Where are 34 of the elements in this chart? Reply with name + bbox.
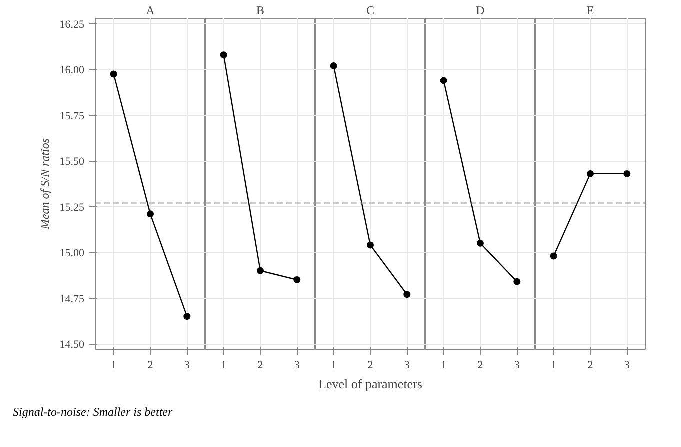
x-tick-label: 2 — [478, 360, 484, 372]
y-tick-label: 15.25 — [60, 202, 85, 214]
y-tick-label: 16.00 — [60, 64, 85, 77]
x-tick-label: 2 — [258, 360, 264, 372]
y-tick-label: 16.25 — [60, 18, 85, 31]
x-tick-label: 3 — [514, 360, 520, 372]
point — [184, 313, 191, 320]
x-tick-label: 2 — [368, 360, 374, 372]
x-tick-label: 3 — [184, 360, 190, 372]
chart-title: E — [586, 4, 594, 18]
x-tick-label: 1 — [551, 360, 557, 372]
y-tick-label: 14.50 — [60, 339, 85, 352]
x-tick-label: 2 — [588, 360, 594, 372]
chart-title: B — [256, 4, 265, 18]
text: Signal-to-noise: Smaller is better — [13, 404, 173, 421]
chart-title: D — [476, 4, 486, 18]
y-tick-label: 14.75 — [60, 293, 85, 306]
point — [110, 70, 118, 78]
y-tick-label: 15.00 — [60, 248, 85, 260]
y-tick-label: 15.50 — [60, 156, 85, 168]
x-tick-label: 3 — [624, 360, 630, 372]
chart-title: C — [366, 4, 375, 18]
y-tick-label: 15.75 — [60, 110, 85, 122]
point — [147, 210, 154, 218]
x-tick-label: 1 — [441, 360, 447, 372]
chart-title: A — [146, 4, 156, 18]
x-tick-label: 3 — [294, 360, 300, 372]
x-tick-label: 2 — [148, 360, 154, 372]
x-axis-title: Level of parameters — [318, 376, 422, 392]
x-tick-label: 3 — [404, 360, 410, 372]
x-tick-label: 1 — [111, 360, 117, 372]
x-tick-label: 1 — [221, 360, 227, 372]
y-axis-title: Mean of S/N ratios — [38, 138, 52, 230]
x-tick-label: 1 — [331, 360, 337, 372]
